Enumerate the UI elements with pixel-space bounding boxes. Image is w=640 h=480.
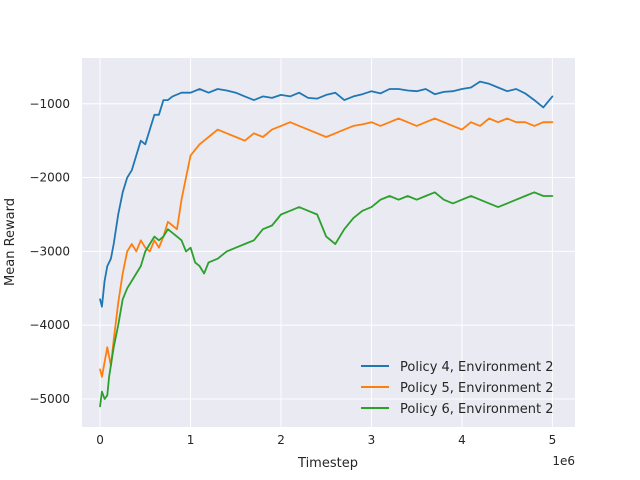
legend-label: Policy 4, Environment 2 xyxy=(400,360,553,375)
x-tick-label: 0 xyxy=(96,433,104,447)
x-tick-label: 3 xyxy=(368,433,376,447)
y-tick-label: −3000 xyxy=(29,244,70,258)
x-tick-label: 5 xyxy=(549,433,557,447)
series-line-1 xyxy=(99,80,554,308)
tick-labels: 0 1 2 3 4 5 −5000 −4000 −3000 −2000 −1000 xyxy=(29,97,556,447)
x-tick-label: 1 xyxy=(187,433,195,447)
y-tick-label: −4000 xyxy=(29,318,70,332)
y-tick-label: −5000 xyxy=(29,392,70,406)
y-tick-label: −2000 xyxy=(29,171,70,185)
y-axis-label: Mean Reward xyxy=(3,198,18,286)
x-tick-label: 2 xyxy=(277,433,285,447)
legend-label: Policy 5, Environment 2 xyxy=(400,381,553,396)
y-tick-label: −1000 xyxy=(29,97,70,111)
x-axis-multiplier: 1e6 xyxy=(552,454,575,468)
gridlines xyxy=(82,58,575,427)
series-lines xyxy=(99,80,554,408)
x-axis-label: Timestep xyxy=(297,456,358,471)
series-line-3 xyxy=(99,191,554,408)
series-line-2 xyxy=(99,117,554,378)
legend-label: Policy 6, Environment 2 xyxy=(400,402,553,417)
legend: Policy 4, Environment 2 Policy 5, Environ… xyxy=(361,360,553,417)
x-tick-label: 4 xyxy=(458,433,466,447)
